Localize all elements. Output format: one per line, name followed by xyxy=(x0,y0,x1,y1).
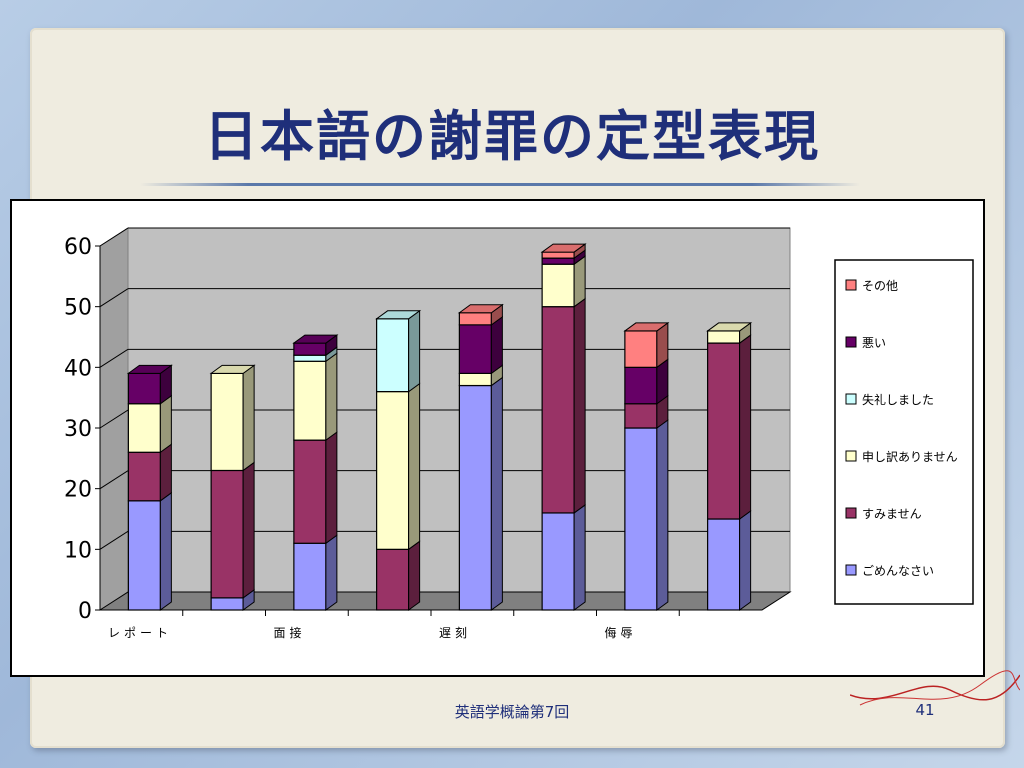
bar-segment-side xyxy=(739,334,752,520)
legend-label: 悪い xyxy=(862,336,886,350)
bar-segment-side xyxy=(159,443,172,502)
legend-swatch xyxy=(845,393,857,405)
legend-swatch xyxy=(845,507,857,519)
bar-segment xyxy=(541,512,575,611)
chart-frame: 0 10 20 30 40 50 60 レポート 面接 遅刻 侮辱 その他悪い失礼しました申し訳ありま… xyxy=(10,199,985,677)
legend-box xyxy=(834,259,974,605)
bar-segment-side xyxy=(325,534,338,611)
bar-segment xyxy=(210,372,244,472)
bar-segment xyxy=(376,318,410,393)
bar-segment xyxy=(210,597,244,611)
y-tick-label: 60 xyxy=(64,235,92,260)
bar-segment xyxy=(293,342,327,356)
bar-segment-side xyxy=(408,382,421,551)
bar-segment xyxy=(127,500,161,611)
bar-top xyxy=(540,243,587,253)
bar-segment xyxy=(376,548,410,611)
bar-top xyxy=(126,364,173,374)
bar-segment-side xyxy=(159,394,172,454)
legend-label: すみません xyxy=(862,507,922,521)
legend-label: 申し訳ありません xyxy=(862,449,958,464)
x-tick-label: 侮辱 xyxy=(605,626,637,640)
gridline-side xyxy=(99,409,129,429)
bar-segment-side xyxy=(739,510,752,611)
bar-segment xyxy=(458,312,492,326)
title-underline xyxy=(140,183,860,186)
gridline-side xyxy=(99,470,129,490)
bar-segment xyxy=(458,324,492,375)
bar-segment-side xyxy=(573,503,586,611)
bar-segment-side xyxy=(408,540,421,611)
bar-segment xyxy=(127,372,161,405)
x-tick-label: レポート xyxy=(108,626,172,640)
gridline-side xyxy=(99,530,129,550)
gridline-side xyxy=(99,227,129,247)
bar-segment xyxy=(458,384,492,611)
y-tick-label: 20 xyxy=(64,478,92,503)
legend-swatch xyxy=(845,450,857,462)
bar-top xyxy=(623,322,670,332)
bar-segment xyxy=(541,257,575,265)
bar-segment-side xyxy=(325,352,338,442)
legend-swatch xyxy=(845,564,857,576)
legend-label: ごめんなさい xyxy=(862,563,934,578)
legend-swatch xyxy=(845,279,857,291)
x-tick-label: 面接 xyxy=(274,625,306,640)
bar-segment xyxy=(707,342,741,520)
stacked-bar-chart: 0 10 20 30 40 50 60 レポート 面接 遅刻 侮辱 その他悪い失礼しました申し訳ありま… xyxy=(64,227,974,640)
bar-segment xyxy=(210,469,244,599)
bar-segment xyxy=(541,251,575,259)
bar-segment-side xyxy=(325,431,338,545)
page-number: 41 xyxy=(915,701,935,719)
bar-segment-side xyxy=(408,309,421,393)
bar-segment xyxy=(293,542,327,611)
slide-footer: 英語学概論第7回 xyxy=(454,703,570,721)
bar-segment-side xyxy=(242,461,255,599)
bar-segment-side xyxy=(490,315,503,375)
bar-segment xyxy=(624,330,658,368)
bar-segment-side xyxy=(242,364,255,472)
bar-segment xyxy=(624,403,658,429)
y-tick-label: 30 xyxy=(64,417,92,442)
bar-segment-side xyxy=(490,376,503,611)
decorative-thread xyxy=(850,670,1020,706)
bar-segment xyxy=(707,330,741,344)
bar-top xyxy=(292,334,339,344)
bar-segment xyxy=(293,439,327,544)
plot-floor xyxy=(98,591,792,611)
bar-segment-side xyxy=(159,491,172,611)
legend-swatch xyxy=(845,336,857,348)
slide-title: 日本語の謝罪の定型表現 xyxy=(204,105,820,168)
bar-segment xyxy=(293,354,327,362)
bar-top xyxy=(706,322,753,332)
bar-segment-side xyxy=(573,255,586,308)
y-tick-label: 50 xyxy=(64,296,92,321)
legend-label: その他 xyxy=(862,279,898,293)
bar-segment-side xyxy=(656,419,669,611)
y-tick-label: 40 xyxy=(64,356,92,381)
bar-segment xyxy=(127,403,161,453)
y-tick-label: 0 xyxy=(78,599,92,624)
bar-segment xyxy=(458,372,492,387)
y-tick-label: 10 xyxy=(64,538,92,563)
bar-top xyxy=(457,304,504,314)
bar-segment-side xyxy=(573,297,586,514)
bar-segment xyxy=(541,263,575,308)
bar-segment xyxy=(624,427,658,611)
x-tick-label: 遅刻 xyxy=(439,626,471,640)
bar-top xyxy=(209,364,256,374)
gridline-side xyxy=(99,348,129,368)
legend-label: 失礼しました xyxy=(862,392,934,407)
bar-segment xyxy=(624,366,658,405)
bar-top xyxy=(375,310,422,320)
bar-segment xyxy=(541,306,575,514)
gridline-side xyxy=(99,288,129,308)
bar-segment xyxy=(293,360,327,441)
bar-segment xyxy=(127,451,161,502)
bar-segment xyxy=(376,391,410,550)
bar-segment xyxy=(707,518,741,611)
